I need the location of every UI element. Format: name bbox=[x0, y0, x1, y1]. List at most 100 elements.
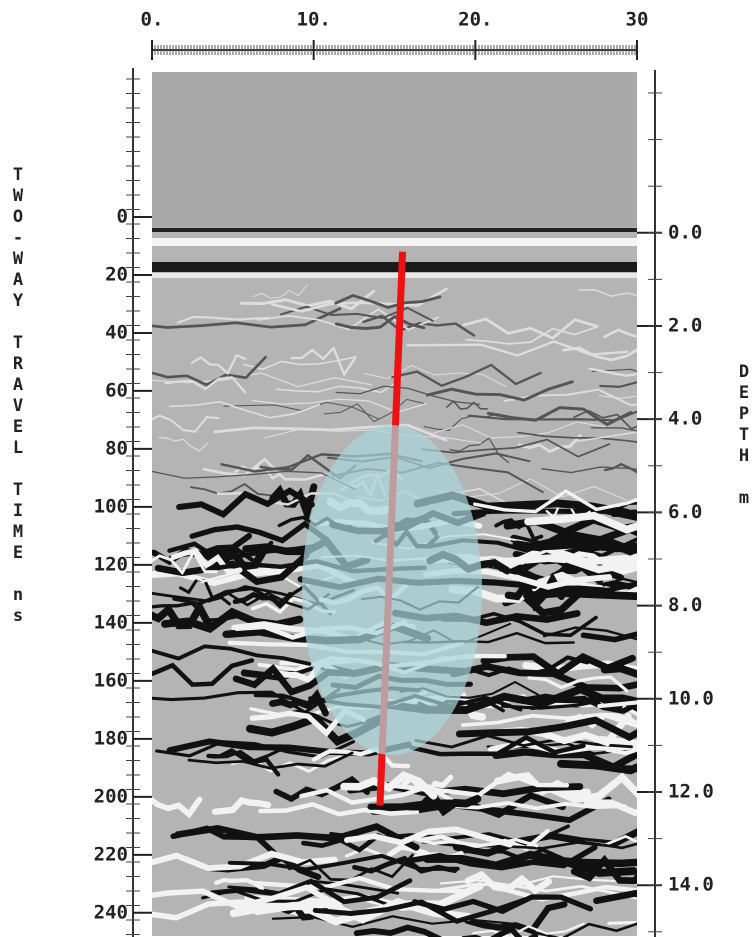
reflector-texture bbox=[189, 482, 273, 497]
reflector-texture bbox=[269, 688, 329, 717]
y2-tick-label: 4.0 bbox=[668, 408, 702, 430]
reflector-texture bbox=[271, 287, 448, 313]
reflector-texture bbox=[557, 759, 637, 775]
reflector-texture bbox=[324, 398, 424, 423]
reflector-texture bbox=[492, 748, 637, 772]
y2-tick-label: 8.0 bbox=[668, 594, 702, 616]
reflector-texture bbox=[605, 747, 637, 756]
x-tick-label: 20. bbox=[458, 9, 492, 31]
reflector-texture bbox=[202, 457, 327, 481]
reflector-texture bbox=[152, 548, 218, 576]
reflector-texture bbox=[598, 394, 637, 399]
reflector-texture bbox=[232, 591, 293, 611]
reflector-texture bbox=[409, 734, 586, 757]
y-tick-label: 240 bbox=[94, 901, 128, 923]
reflector-texture bbox=[176, 487, 315, 518]
highlight-ellipse bbox=[302, 425, 482, 755]
reflector-texture bbox=[152, 884, 344, 911]
reflector-texture bbox=[311, 746, 411, 769]
reflector-texture bbox=[269, 483, 318, 525]
reflector-band bbox=[152, 273, 637, 278]
reflector-texture bbox=[562, 346, 637, 362]
reflector-texture bbox=[504, 572, 566, 612]
reflector-texture bbox=[353, 924, 443, 937]
reflector-texture bbox=[344, 826, 513, 848]
reflector-texture bbox=[455, 716, 637, 742]
reflector-texture bbox=[335, 385, 481, 406]
reflector-texture bbox=[211, 796, 272, 815]
y-axis-label: TWO-WAY TRAVEL TIME ns bbox=[8, 165, 28, 627]
reflector-texture bbox=[464, 901, 568, 935]
reflector-texture bbox=[258, 801, 420, 817]
reflector-texture bbox=[500, 696, 637, 712]
reflector-texture bbox=[251, 284, 309, 299]
reflector-texture bbox=[588, 367, 637, 378]
reflector-texture bbox=[472, 922, 585, 937]
reflector-texture bbox=[152, 658, 255, 687]
reflector-texture bbox=[573, 409, 637, 430]
reflector-texture bbox=[411, 837, 539, 848]
reflector-texture bbox=[536, 855, 637, 868]
reflector-texture bbox=[206, 748, 281, 777]
reflector-texture bbox=[167, 541, 322, 563]
y-tick-label: 40 bbox=[105, 321, 128, 343]
x-tick-label: 0. bbox=[141, 9, 164, 31]
reflector-texture bbox=[512, 530, 637, 556]
y-tick-label: 80 bbox=[105, 437, 128, 459]
reflector-texture bbox=[461, 925, 539, 937]
reflector-texture bbox=[603, 462, 637, 474]
reflector-texture bbox=[152, 644, 312, 666]
reflector-texture bbox=[440, 882, 637, 900]
reflector-texture bbox=[473, 489, 637, 514]
reflector-texture bbox=[391, 363, 542, 388]
reflector-texture bbox=[158, 436, 209, 452]
x-tick-label: 30 bbox=[626, 9, 649, 31]
air-region bbox=[152, 72, 637, 227]
reflector-texture bbox=[414, 734, 633, 749]
reflector-texture bbox=[170, 547, 243, 576]
reflector-texture bbox=[517, 434, 582, 454]
reflector-texture bbox=[602, 577, 637, 587]
y-tick-label: 140 bbox=[94, 611, 128, 633]
reflector-texture bbox=[290, 346, 356, 378]
reflector-texture bbox=[446, 400, 489, 410]
reflector-texture bbox=[446, 801, 627, 811]
reflector-texture bbox=[600, 664, 637, 678]
reflector-texture bbox=[451, 508, 637, 521]
reflector-texture bbox=[580, 631, 637, 643]
y2-tick-label: 14.0 bbox=[668, 874, 714, 896]
reflector-texture bbox=[590, 427, 637, 432]
reflector-texture bbox=[164, 376, 247, 394]
reflector-texture bbox=[615, 765, 637, 769]
reflector-texture bbox=[406, 340, 629, 357]
reflector-texture bbox=[280, 305, 434, 322]
reflector-texture bbox=[488, 740, 637, 755]
reflector-band bbox=[152, 262, 637, 272]
reflector-texture bbox=[567, 525, 637, 544]
reflector-texture bbox=[599, 381, 637, 388]
reflector-texture bbox=[209, 878, 413, 905]
y-tick-label: 100 bbox=[94, 495, 128, 517]
reflector-texture bbox=[334, 293, 442, 309]
reflector-texture bbox=[421, 840, 637, 850]
y2-tick-label: 12.0 bbox=[668, 781, 714, 803]
reflector-texture bbox=[421, 438, 611, 458]
reflector-texture bbox=[152, 470, 356, 490]
reflector-texture bbox=[227, 853, 460, 872]
reflector-texture bbox=[334, 314, 426, 330]
reflector-texture bbox=[532, 922, 637, 937]
reflector-texture bbox=[564, 712, 637, 729]
reflector-texture bbox=[542, 626, 637, 641]
reflector-texture bbox=[363, 364, 507, 388]
reflector-texture bbox=[152, 414, 220, 433]
reflector-texture bbox=[523, 693, 637, 714]
reflector-texture bbox=[527, 675, 629, 693]
reflector-texture bbox=[362, 314, 476, 337]
reflector-texture bbox=[152, 307, 342, 329]
reflector-texture bbox=[152, 372, 372, 388]
reflector-texture bbox=[593, 889, 637, 905]
y2-tick-label: 6.0 bbox=[668, 501, 702, 523]
y2-tick-label: 10.0 bbox=[668, 687, 714, 709]
